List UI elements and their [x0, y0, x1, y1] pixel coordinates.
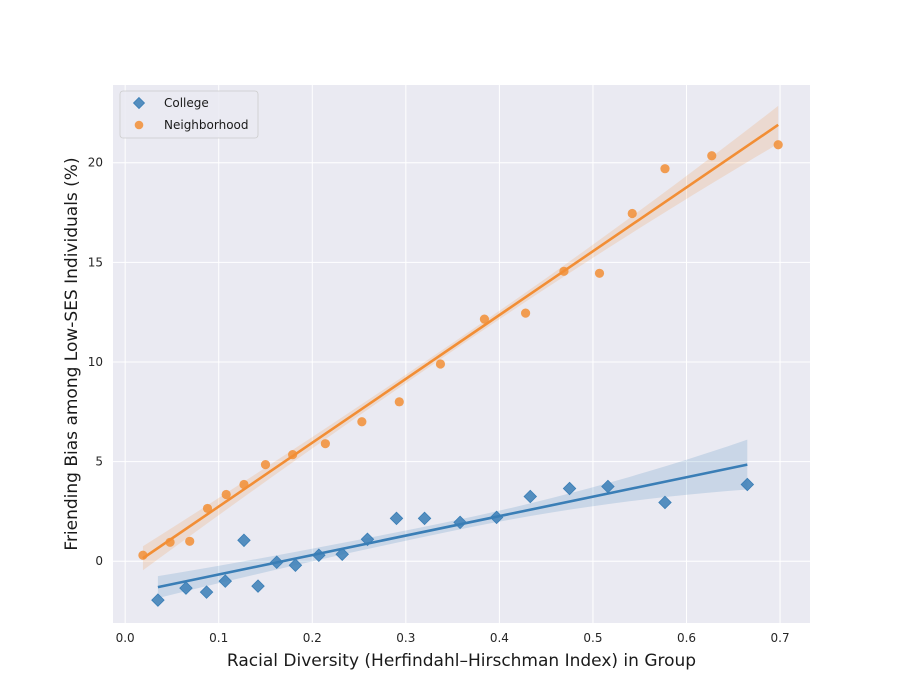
y-tick-label: 0 [95, 554, 103, 568]
neighborhood-point [559, 266, 569, 276]
x-tick-label: 0.6 [677, 631, 696, 645]
legend-marker-neighborhood [134, 120, 144, 130]
neighborhood-point [185, 536, 195, 546]
data-points [138, 140, 783, 607]
neighborhood-point [165, 537, 175, 547]
neighborhood-point [357, 417, 367, 427]
neighborhood-point [394, 397, 404, 407]
college-point [199, 585, 214, 599]
x-tick-label: 0.3 [396, 631, 415, 645]
college-point [218, 574, 233, 588]
neighborhood-point [520, 308, 531, 318]
neighborhood-point [435, 359, 446, 369]
y-tick-label: 10 [88, 355, 103, 369]
college-point [601, 479, 615, 494]
college-point [179, 581, 193, 595]
college-point [523, 489, 538, 504]
college-point [269, 555, 284, 569]
college-point [251, 579, 265, 593]
neighborhood-point [660, 164, 670, 174]
x-tick-label: 0.0 [116, 631, 135, 645]
y-axis-label: Friending Bias among Low-SES Individuals… [62, 157, 82, 550]
college-point [389, 511, 404, 526]
neighborhood-point [479, 314, 490, 324]
college-point [360, 532, 375, 547]
college-point [237, 533, 251, 548]
x-tick-label: 0.2 [303, 631, 322, 645]
confidence-bands [142, 105, 779, 599]
y-tick-label: 5 [95, 455, 103, 469]
neighborhood-point [260, 459, 271, 470]
x-axis-label: Racial Diversity (Herfindahl–Hirschman I… [227, 651, 696, 671]
neighborhood-point [239, 479, 249, 490]
college-point [288, 558, 303, 572]
college-point [489, 510, 504, 525]
neighborhood-point [138, 550, 148, 560]
college-point [417, 511, 432, 526]
neighborhood-regression-line [142, 123, 779, 560]
x-axis-ticks: 0.0 0.1 0.2 0.3 0.4 0.5 0.6 0.7 [116, 631, 790, 645]
neighborhood-point [202, 503, 213, 514]
legend-box [119, 90, 259, 139]
neighborhood-point [707, 151, 717, 161]
legend-label-college: College [164, 96, 209, 110]
legend-college-marker [132, 96, 146, 110]
college-confidence-band [157, 439, 748, 599]
plot-area [113, 85, 810, 623]
y-tick-label: 20 [88, 156, 103, 170]
x-tick-label: 0.1 [209, 631, 228, 645]
college-point [562, 481, 577, 496]
college-point [312, 548, 326, 563]
neighborhood-point [288, 450, 298, 460]
college-point [740, 477, 755, 492]
legend: College Neighborhood [119, 90, 259, 139]
x-tick-label: 0.5 [583, 631, 602, 645]
neighborhood-point [320, 439, 330, 449]
neighborhood-point [221, 489, 231, 500]
college-point [453, 515, 467, 530]
college-regression-line [157, 463, 748, 589]
college-point [151, 593, 165, 607]
neighborhood-point [627, 208, 637, 219]
y-axis-ticks: 0 5 10 15 20 [88, 156, 103, 569]
grid-lines [113, 85, 810, 623]
college-point [335, 547, 349, 562]
regression-lines [142, 123, 779, 589]
college-point [658, 495, 672, 510]
x-tick-label: 0.4 [490, 631, 509, 645]
legend-neighborhood-marker [134, 120, 144, 130]
neighborhood-point [594, 268, 605, 278]
x-tick-label: 0.7 [771, 631, 790, 645]
neighborhood-point [773, 140, 783, 150]
legend-label-neighborhood: Neighborhood [164, 118, 249, 132]
y-tick-label: 15 [88, 255, 103, 269]
neighborhood-confidence-band [142, 105, 779, 571]
legend-marker-college [132, 96, 146, 110]
